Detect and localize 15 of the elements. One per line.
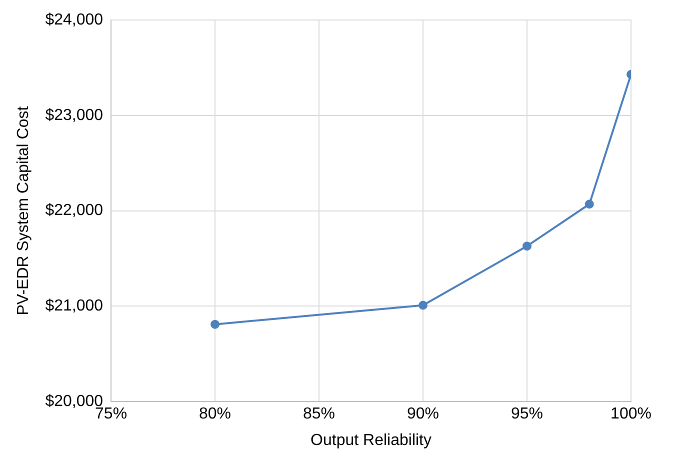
x-tick-label: 95% [510,406,544,423]
point [522,242,532,251]
point [584,200,594,209]
y-tick-label: $22,000 [45,202,104,220]
y-axis-title: PV-EDR System Capital Cost [15,106,32,316]
point [210,320,220,329]
y-tick-label: $21,000 [45,298,104,315]
x-axis-title: Output Reliability [310,432,432,449]
point [418,300,428,310]
y-tick-label: $24,000 [45,11,104,28]
x-tick-label: 80% [199,406,232,423]
y-tick-label: $23,000 [45,106,104,124]
x-tick-label: 90% [407,406,440,423]
x-tick-label: 100% [610,406,652,423]
x-tick-label: 85% [303,406,336,423]
